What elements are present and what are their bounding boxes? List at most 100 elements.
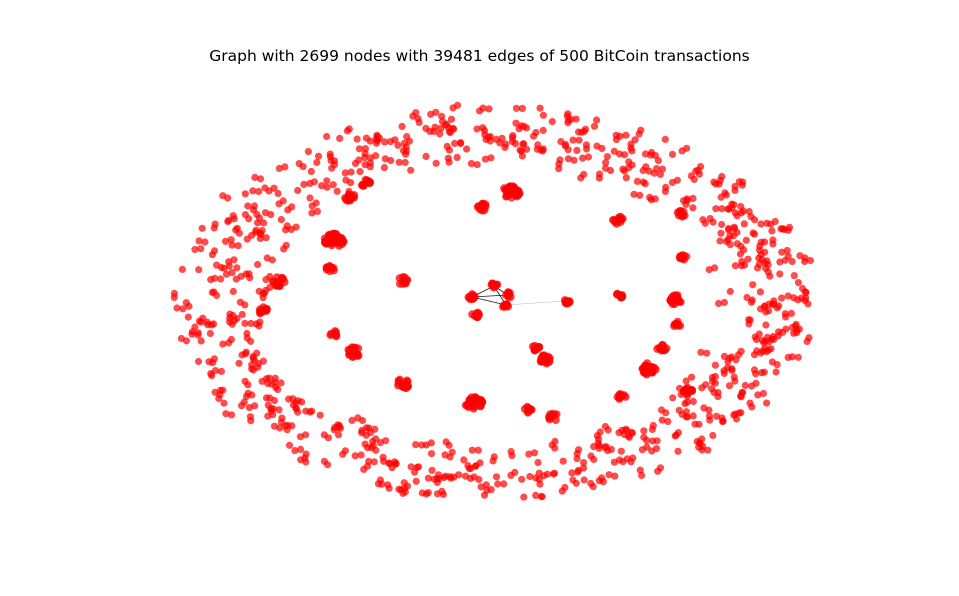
graph-node [479, 124, 487, 132]
graph-node [568, 469, 576, 477]
graph-node [443, 120, 451, 128]
graph-node [182, 337, 190, 345]
graph-node [256, 309, 265, 318]
graph-node [252, 320, 260, 328]
graph-node [288, 203, 296, 211]
graph-node [359, 182, 368, 190]
graph-node [507, 448, 515, 456]
graph-node [804, 300, 812, 308]
graph-node [754, 391, 762, 399]
graph-node [710, 388, 718, 396]
graph-node [308, 407, 316, 415]
graph-node [532, 491, 540, 499]
graph-node [351, 159, 360, 167]
graph-node [606, 166, 615, 175]
graph-node [695, 170, 704, 178]
graph-node [360, 465, 368, 473]
graph-node [402, 275, 411, 284]
graph-node [178, 265, 186, 273]
graph-node [661, 135, 669, 143]
graph-node [622, 131, 630, 139]
graph-node [403, 377, 412, 386]
graph-node [757, 220, 765, 228]
graph-node [226, 314, 234, 322]
graph-node [610, 147, 618, 155]
graph-node [278, 414, 286, 422]
graph-node [737, 262, 746, 270]
graph-title: Graph with 2699 nodes with 39481 edges o… [209, 47, 750, 65]
graph-node [749, 229, 757, 237]
graph-node [628, 147, 636, 155]
graph-node [197, 245, 205, 253]
graph-node [711, 372, 720, 381]
graph-node [427, 450, 436, 458]
graph-node [283, 426, 291, 434]
graph-node [518, 104, 527, 112]
graph-node [735, 409, 743, 417]
graph-node [520, 493, 528, 501]
graph-node [245, 270, 253, 278]
graph-node [637, 126, 645, 134]
graph-node [222, 270, 231, 278]
graph-node [784, 292, 792, 300]
graph-node [705, 266, 713, 274]
graph-node [641, 180, 649, 188]
graph-node [580, 464, 588, 472]
graph-node [579, 154, 587, 162]
graph-node [703, 349, 711, 357]
graph-node [306, 179, 314, 188]
graph-node [724, 205, 732, 213]
graph-node [301, 454, 309, 462]
graph-node [259, 357, 267, 365]
graph-node [724, 235, 732, 244]
graph-node [361, 440, 369, 448]
graph-node [712, 205, 720, 213]
graph-node [505, 190, 514, 198]
graph-node [575, 136, 583, 144]
graph-node [341, 169, 349, 177]
graph-node [796, 252, 804, 260]
graph-node [512, 104, 521, 112]
graph-node [758, 369, 766, 377]
graph-node [760, 339, 768, 347]
graph-node [768, 335, 776, 343]
graph-node [253, 349, 261, 357]
graph-node [468, 446, 476, 454]
graph-node [587, 479, 595, 488]
graph-node [400, 479, 408, 487]
graph-node [765, 307, 773, 315]
graph-node [255, 187, 263, 196]
graph-node [373, 131, 381, 139]
graph-node [520, 140, 528, 148]
graph-node [602, 159, 610, 167]
graph-node [688, 373, 696, 381]
graph-node [701, 219, 709, 227]
graph-node [717, 229, 725, 237]
graph-node [762, 321, 770, 329]
graph-node [415, 118, 423, 127]
graph-node [391, 458, 399, 466]
graph-node [561, 140, 570, 148]
graph-node [241, 190, 249, 198]
graph-node [801, 257, 809, 266]
graph-node [697, 348, 705, 356]
graph-node [433, 490, 442, 498]
graph-node [683, 144, 691, 152]
graph-node [783, 246, 791, 255]
graph-node [345, 125, 353, 133]
graph-node [277, 216, 285, 224]
graph-node [355, 145, 363, 153]
graph-node [228, 241, 236, 249]
graph-node [274, 189, 282, 198]
graph-node [453, 153, 461, 161]
graph-node [756, 288, 765, 296]
graph-node [318, 182, 326, 190]
graph-node [526, 472, 534, 481]
graph-node [442, 438, 450, 446]
graph-node [757, 349, 765, 357]
graph-node [422, 490, 431, 498]
graph-node [706, 416, 714, 424]
graph-node [276, 424, 284, 432]
graph-node [702, 381, 710, 389]
